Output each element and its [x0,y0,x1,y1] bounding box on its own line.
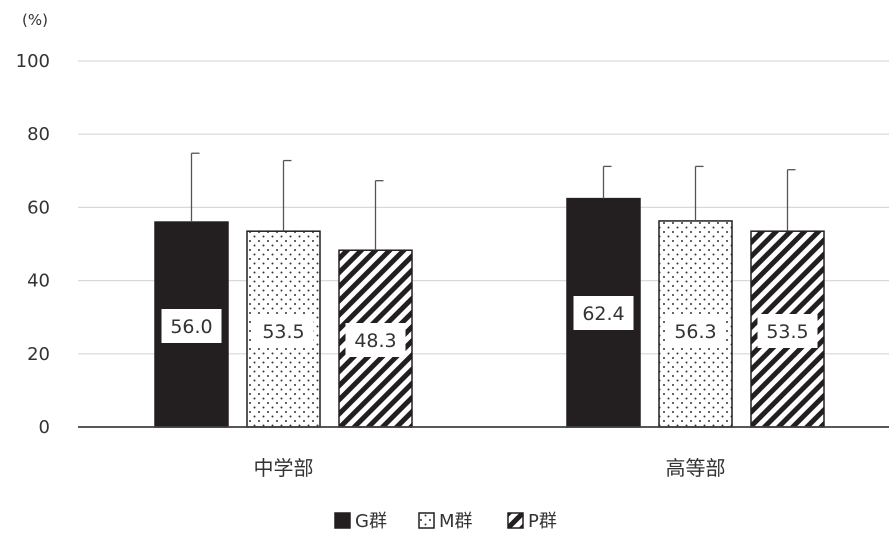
data-label-box-M群-中学部 [253,314,314,348]
data-label-box-G群-中学部 [161,309,222,343]
y-unit-label: (%) [22,11,48,29]
y-axis-ticks: 0 20 40 60 80 100 [16,51,50,438]
legend-swatch-G群 [334,512,351,529]
error-bars [190,152,796,251]
legend-label-M群: M群 [439,511,473,532]
bars [154,197,825,428]
category-label-高等部: 高等部 [666,456,726,480]
data-label-M群-中学部: 53.5 [262,321,304,343]
y-tick-label-60: 60 [27,197,50,218]
data-label-box-P群-中学部 [345,323,406,357]
data-label-box-M群-高等部 [665,314,726,348]
data-label-box-P群-高等部 [757,314,818,348]
y-tick-label-100: 100 [16,51,50,72]
legend-swatch-P群 [507,512,524,529]
data-label-G群-高等部: 62.4 [582,303,624,325]
legend: G群 M群 P群 [334,511,557,532]
data-label-M群-高等部: 56.3 [674,321,716,343]
legend-swatch-M群 [418,512,435,529]
y-tick-label-80: 80 [27,124,50,145]
data-labels: 56.0 53.5 48.3 62.4 56.3 53.5 [161,296,818,357]
data-label-P群-中学部: 48.3 [354,330,396,352]
data-label-box-G群-高等部 [573,296,634,330]
y-tick-label-0: 0 [39,417,50,438]
y-tick-label-20: 20 [27,344,50,365]
legend-label-P群: P群 [528,511,557,532]
data-label-G群-中学部: 56.0 [170,316,212,338]
data-label-P群-高等部: 53.5 [766,321,808,343]
y-tick-label-40: 40 [27,271,50,292]
category-label-中学部: 中学部 [254,456,314,480]
legend-label-G群: G群 [355,511,387,532]
category-labels: 中学部 高等部 [254,456,726,480]
